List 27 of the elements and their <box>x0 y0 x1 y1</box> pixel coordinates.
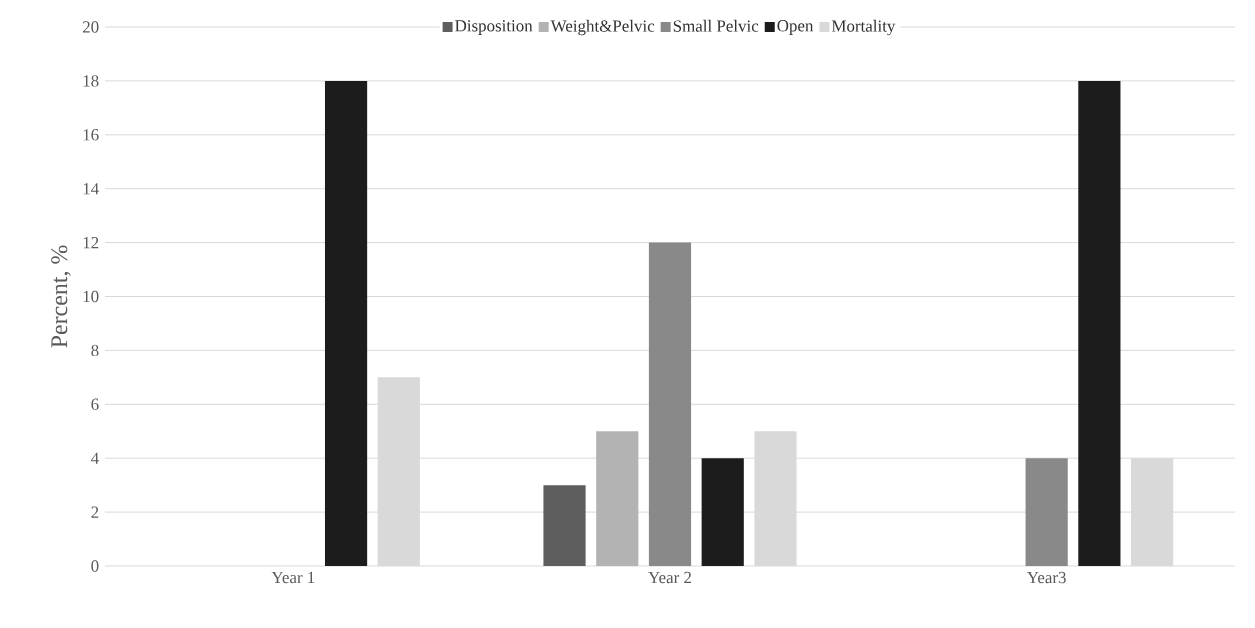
legend-label: Open <box>777 20 814 35</box>
y-axis-title: Percent, % <box>51 245 71 348</box>
x-tick-label: Year 2 <box>648 571 691 584</box>
y-tick-label: 16 <box>83 129 99 141</box>
bar <box>543 485 586 566</box>
x-tick-label: Year 1 <box>271 571 315 584</box>
y-tick-label: 20 <box>82 21 99 33</box>
bar <box>701 458 744 566</box>
y-tick-label: 0 <box>91 560 99 572</box>
y-tick-label: 4 <box>91 452 99 464</box>
y-tick-label: 14 <box>83 183 99 195</box>
y-tick-label: 12 <box>83 236 99 249</box>
x-tick-label: Year3 <box>1027 571 1066 584</box>
legend-label: Disposition <box>455 20 533 35</box>
y-tick-label: 6 <box>91 398 99 410</box>
y-tick-label: 18 <box>83 75 99 87</box>
legend-label: Mortality <box>831 19 896 36</box>
bar <box>1025 458 1068 566</box>
y-tick-label: 8 <box>91 344 99 357</box>
bar <box>324 80 368 566</box>
legend-label: Small Pelvic <box>673 19 759 32</box>
legend-label: Weight&Pelvic <box>550 19 655 36</box>
y-tick-label: 10 <box>83 290 99 303</box>
y-tick-label: 2 <box>91 506 99 518</box>
bar <box>1078 80 1121 566</box>
bar <box>596 431 639 566</box>
bar <box>648 242 692 566</box>
